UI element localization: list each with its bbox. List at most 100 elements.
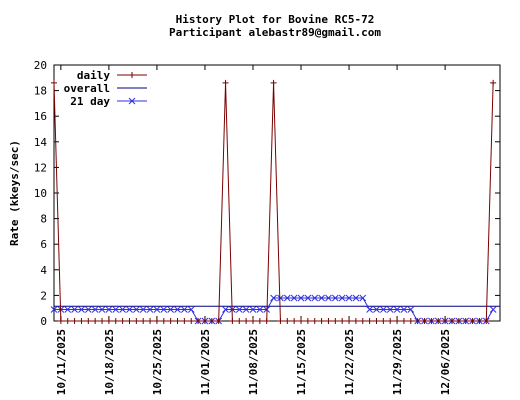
- data-point: [311, 318, 318, 324]
- data-point: [407, 318, 414, 324]
- data-point: [346, 318, 353, 324]
- data-point: [366, 306, 373, 313]
- data-point: [229, 318, 236, 324]
- x-tick-label: 10/25/2025: [151, 329, 164, 395]
- data-point: [483, 318, 490, 324]
- x-tick-label: 11/08/2025: [247, 329, 260, 395]
- data-point: [242, 306, 250, 313]
- data-point: [318, 294, 325, 302]
- data-point: [126, 318, 133, 324]
- legend-label: daily: [77, 69, 110, 82]
- data-point: [119, 306, 126, 313]
- data-point: [291, 318, 298, 324]
- data-point: [201, 318, 208, 324]
- data-point: [311, 294, 319, 302]
- y-axis: 0 2 4 6 8 10 12 14 16 18 20: [34, 59, 500, 328]
- data-point: [489, 306, 497, 313]
- data-point: [386, 306, 394, 313]
- data-point: [181, 306, 188, 313]
- series-layer: [50, 79, 500, 325]
- data-point: [373, 318, 380, 324]
- data-point: [128, 97, 136, 105]
- data-point: [146, 306, 154, 313]
- data-point: [167, 318, 174, 324]
- data-point: [325, 294, 332, 302]
- data-point: [119, 318, 126, 324]
- y-tick-label: 0: [40, 315, 47, 328]
- data-point: [133, 318, 140, 324]
- data-point: [105, 318, 112, 324]
- data-point: [51, 79, 57, 86]
- data-point: [78, 306, 85, 313]
- data-point: [64, 318, 71, 324]
- x-axis: 10/11/2025 10/18/2025 10/25/2025 11/01/2025…: [55, 65, 452, 395]
- data-point: [338, 294, 346, 302]
- data-point: [78, 318, 85, 324]
- data-point: [91, 306, 99, 313]
- x-tick-label: 11/22/2025: [343, 329, 356, 395]
- data-point: [270, 294, 277, 302]
- data-point: [448, 318, 455, 324]
- data-point: [64, 306, 72, 313]
- data-point: [283, 294, 291, 302]
- data-point: [284, 318, 291, 324]
- data-point: [174, 318, 181, 324]
- data-point: [325, 318, 332, 324]
- data-point: [380, 306, 387, 313]
- data-point: [380, 318, 387, 324]
- y-tick-label: 10: [34, 187, 47, 200]
- data-point: [235, 306, 243, 313]
- data-point: [373, 306, 380, 313]
- data-point: [263, 318, 270, 324]
- data-point: [476, 318, 483, 324]
- data-point: [71, 318, 78, 324]
- data-point: [222, 79, 229, 86]
- data-point: [298, 318, 305, 324]
- data-point: [366, 318, 373, 324]
- data-point: [243, 318, 250, 324]
- data-point: [92, 318, 99, 324]
- data-point: [331, 294, 339, 302]
- data-point: [140, 318, 147, 324]
- data-point: [222, 306, 229, 313]
- data-point: [490, 79, 497, 86]
- series-line: [53, 82, 494, 322]
- data-point: [236, 318, 243, 324]
- data-point: [84, 306, 92, 313]
- x-tick-label: 10/18/2025: [103, 329, 116, 395]
- data-point: [435, 318, 442, 324]
- series-daily: [51, 79, 497, 324]
- data-point: [277, 318, 284, 324]
- y-tick-label: 14: [34, 136, 48, 149]
- data-point: [215, 318, 222, 324]
- data-point: [174, 306, 181, 313]
- data-point: [160, 306, 168, 313]
- data-point: [339, 318, 346, 324]
- data-point: [352, 294, 360, 302]
- data-point: [147, 318, 154, 324]
- data-point: [167, 306, 174, 313]
- data-point: [332, 318, 339, 324]
- data-point: [414, 318, 421, 324]
- legend-label: overall: [64, 82, 110, 95]
- data-point: [469, 318, 476, 324]
- legend-label: 21 day: [70, 95, 110, 108]
- x-tick-label: 12/06/2025: [439, 329, 452, 395]
- data-point: [359, 294, 367, 302]
- data-point: [208, 318, 215, 324]
- data-point: [442, 318, 449, 324]
- data-point: [181, 318, 188, 324]
- x-tick-label: 11/15/2025: [295, 329, 308, 395]
- y-tick-label: 18: [34, 85, 47, 98]
- data-point: [400, 318, 407, 324]
- y-axis-label: Rate (kkeys/sec): [8, 140, 21, 246]
- data-point: [345, 294, 353, 302]
- data-point: [187, 306, 195, 313]
- data-point: [421, 318, 428, 324]
- chart-title: History Plot for Bovine RC5-72: [176, 13, 375, 26]
- data-point: [132, 306, 140, 313]
- data-point: [318, 318, 325, 324]
- data-point: [304, 318, 311, 324]
- data-point: [57, 318, 64, 324]
